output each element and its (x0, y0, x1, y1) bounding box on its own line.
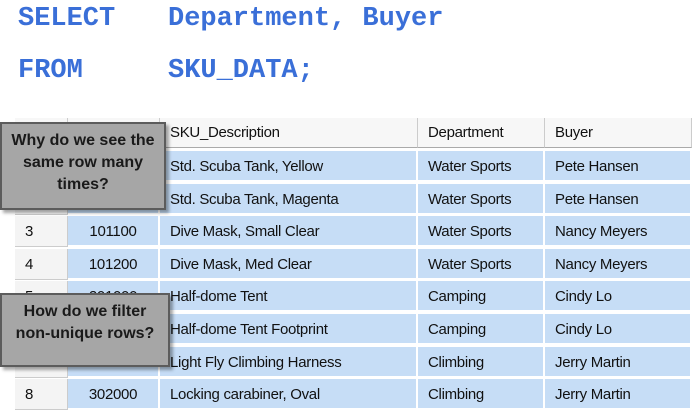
row-number: 3 (15, 216, 68, 248)
sql-keyword: SELECT (18, 4, 116, 34)
table-cell: Water Sports (418, 151, 545, 182)
table-cell: Light Fly Climbing Harness (160, 346, 418, 378)
table-cell: Climbing (418, 379, 545, 411)
table-cell: Climbing (418, 346, 545, 378)
table-cell: Dive Mask, Med Clear (160, 248, 418, 280)
table-cell: Camping (418, 314, 545, 345)
table-cell: Water Sports (418, 183, 545, 215)
table-cell: Cindy Lo (545, 314, 692, 345)
table-cell: Locking carabiner, Oval (160, 379, 418, 411)
sql-keyword: FROM (18, 56, 83, 86)
table-cell: Water Sports (418, 216, 545, 248)
row-number: 8 (15, 379, 68, 411)
callout: Why do we see the same row many times? (0, 122, 166, 210)
table-cell: 101200 (68, 248, 160, 280)
column-header: Department (418, 118, 545, 148)
table-cell: Nancy Meyers (545, 216, 692, 248)
table-cell: 302000 (68, 379, 160, 411)
table-cell: Pete Hansen (545, 183, 692, 215)
table-cell: Cindy Lo (545, 281, 692, 313)
table-cell: Pete Hansen (545, 151, 692, 182)
table-cell: Half-dome Tent Footprint (160, 314, 418, 345)
table-cell: Half-dome Tent (160, 281, 418, 313)
sql-keyword: Department, Buyer (168, 4, 444, 34)
table-cell: 101100 (68, 216, 160, 248)
column-header: SKU_Description (160, 118, 418, 148)
table-cell: Dive Mask, Small Clear (160, 216, 418, 248)
table-cell: Std. Scuba Tank, Yellow (160, 151, 418, 182)
table-cell: Water Sports (418, 248, 545, 280)
column-header: Buyer (545, 118, 692, 148)
table-cell: Jerry Martin (545, 346, 692, 378)
table-cell: Nancy Meyers (545, 248, 692, 280)
callout: How do we filter non-unique rows? (0, 293, 170, 367)
sql-keyword: SKU_DATA; (168, 56, 314, 86)
row-number: 4 (15, 248, 68, 280)
table-cell: Camping (418, 281, 545, 313)
table-cell: Std. Scuba Tank, Magenta (160, 183, 418, 215)
table-cell: Jerry Martin (545, 379, 692, 411)
